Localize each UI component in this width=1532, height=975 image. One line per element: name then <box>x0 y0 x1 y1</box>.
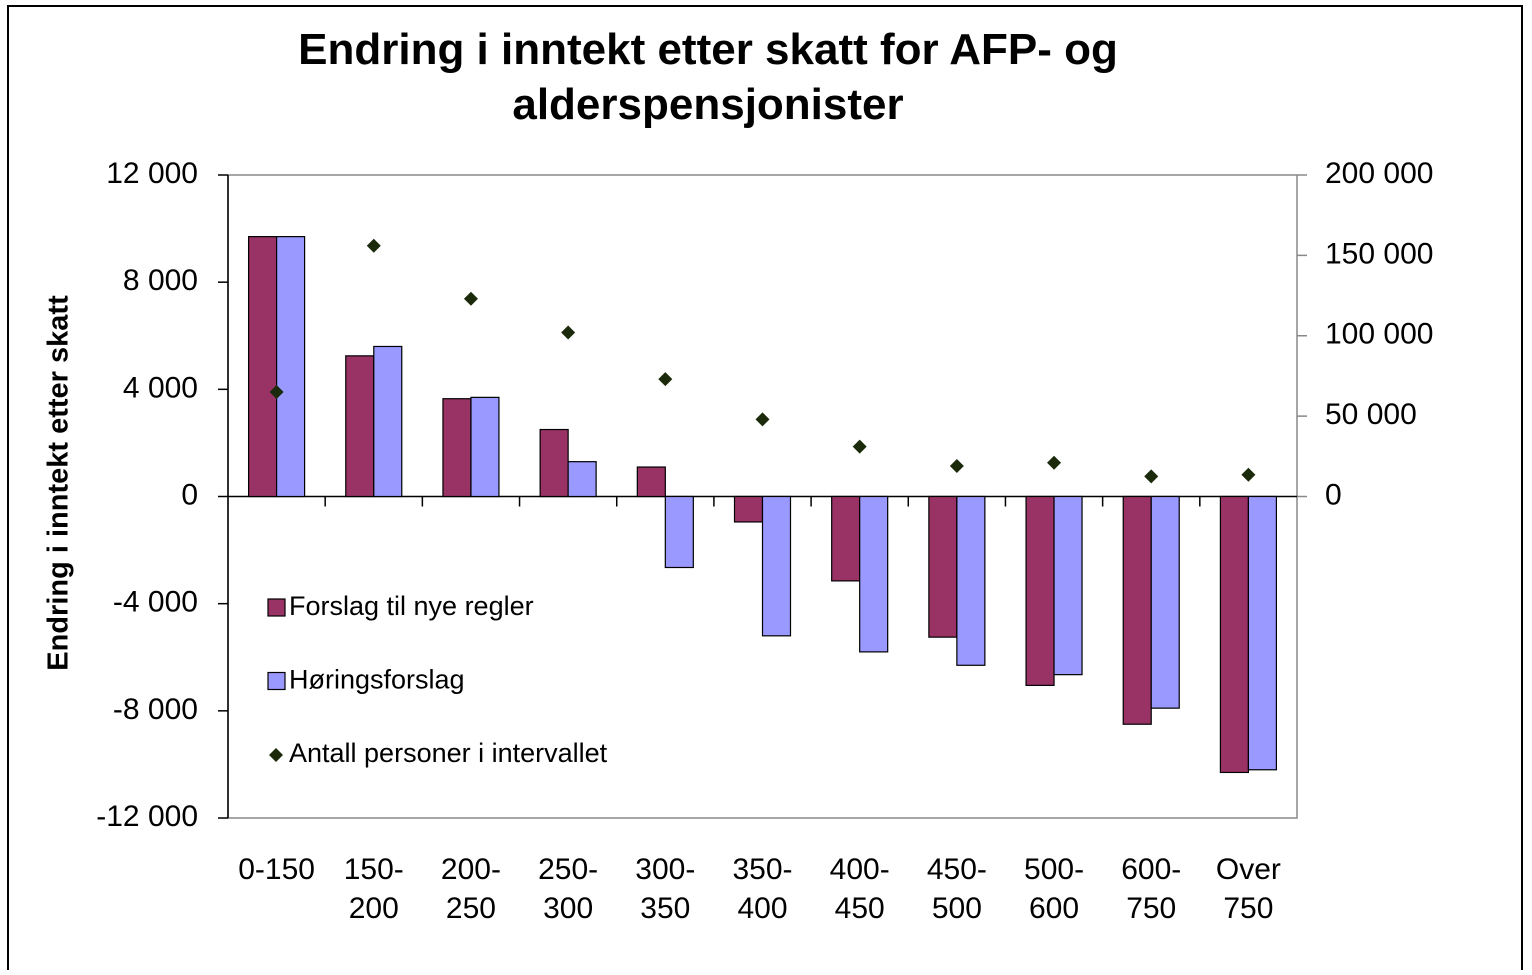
y-tick-label: 12 000 <box>106 157 198 190</box>
bar <box>1150 495 1180 709</box>
bar <box>1025 495 1055 686</box>
scatter-point <box>1144 469 1159 484</box>
bar <box>567 461 597 498</box>
x-tick-label: 400-450 <box>830 853 890 925</box>
legend-swatch <box>267 671 286 691</box>
y2-tick-label: 50 000 <box>1325 398 1417 431</box>
x-tick-label: 450-500 <box>927 853 987 925</box>
bar <box>831 495 861 582</box>
scatter-point <box>1047 455 1062 470</box>
scatter-point <box>852 439 867 454</box>
x-tick-label: 300-350 <box>635 853 695 925</box>
scatter-point <box>949 458 964 473</box>
chart-title: Endring i inntekt etter skatt for AFP- o… <box>298 25 1118 129</box>
bar <box>733 495 764 523</box>
bar <box>1219 495 1250 774</box>
chart-frame <box>7 5 1523 975</box>
bar <box>247 236 278 498</box>
legend-swatch <box>269 748 283 762</box>
bar <box>956 495 986 666</box>
bar <box>1053 495 1083 676</box>
bar <box>373 345 403 498</box>
x-tick-label: 0-150 <box>238 853 315 886</box>
bar <box>470 396 500 498</box>
y-tick-label: 8 000 <box>123 264 198 297</box>
bar <box>539 428 569 498</box>
bar <box>1247 495 1278 771</box>
y-tick-label: -12 000 <box>96 800 198 833</box>
x-tick-label: 600-750 <box>1121 853 1181 925</box>
x-tick-label: 200-250 <box>441 853 501 925</box>
bar <box>275 236 306 498</box>
legend-label: Antall personer i intervallet <box>289 738 608 768</box>
bar <box>761 495 792 637</box>
bar <box>928 495 958 638</box>
y2-tick-label: 100 000 <box>1325 318 1433 351</box>
scatter-point <box>1241 467 1256 482</box>
scatter-point <box>269 385 284 400</box>
bar <box>442 398 472 498</box>
y-tick-label: -4 000 <box>113 586 198 619</box>
y-tick-label: 0 <box>181 478 198 511</box>
scatter-point <box>463 291 478 306</box>
bar <box>664 495 694 569</box>
x-tick-label: 500-600 <box>1024 853 1084 925</box>
y2-tick-label: 150 000 <box>1325 237 1433 270</box>
legend-label: Forslag til nye regler <box>289 591 534 621</box>
y-tick-label: -8 000 <box>113 693 198 726</box>
legend-swatch <box>267 598 286 617</box>
x-tick-label: 350-400 <box>732 853 792 925</box>
y2-tick-label: 0 <box>1325 478 1342 511</box>
scatter-point <box>561 325 576 340</box>
scatter-point <box>755 412 770 427</box>
y-axis-title: Endring i inntekt etter skatt <box>43 295 75 671</box>
bar <box>1122 495 1152 725</box>
scatter-point <box>658 372 673 387</box>
legend-label: Høringsforslag <box>289 665 465 695</box>
bar <box>345 355 375 498</box>
bar <box>636 466 666 498</box>
bar <box>859 495 889 653</box>
x-tick-label: 150-200 <box>344 853 404 925</box>
x-tick-label: 250-300 <box>538 853 598 925</box>
scatter-point <box>366 238 381 253</box>
y-tick-label: 4 000 <box>123 371 198 404</box>
y2-tick-label: 200 000 <box>1325 157 1433 190</box>
x-tick-label: Over 750 <box>1216 853 1281 925</box>
